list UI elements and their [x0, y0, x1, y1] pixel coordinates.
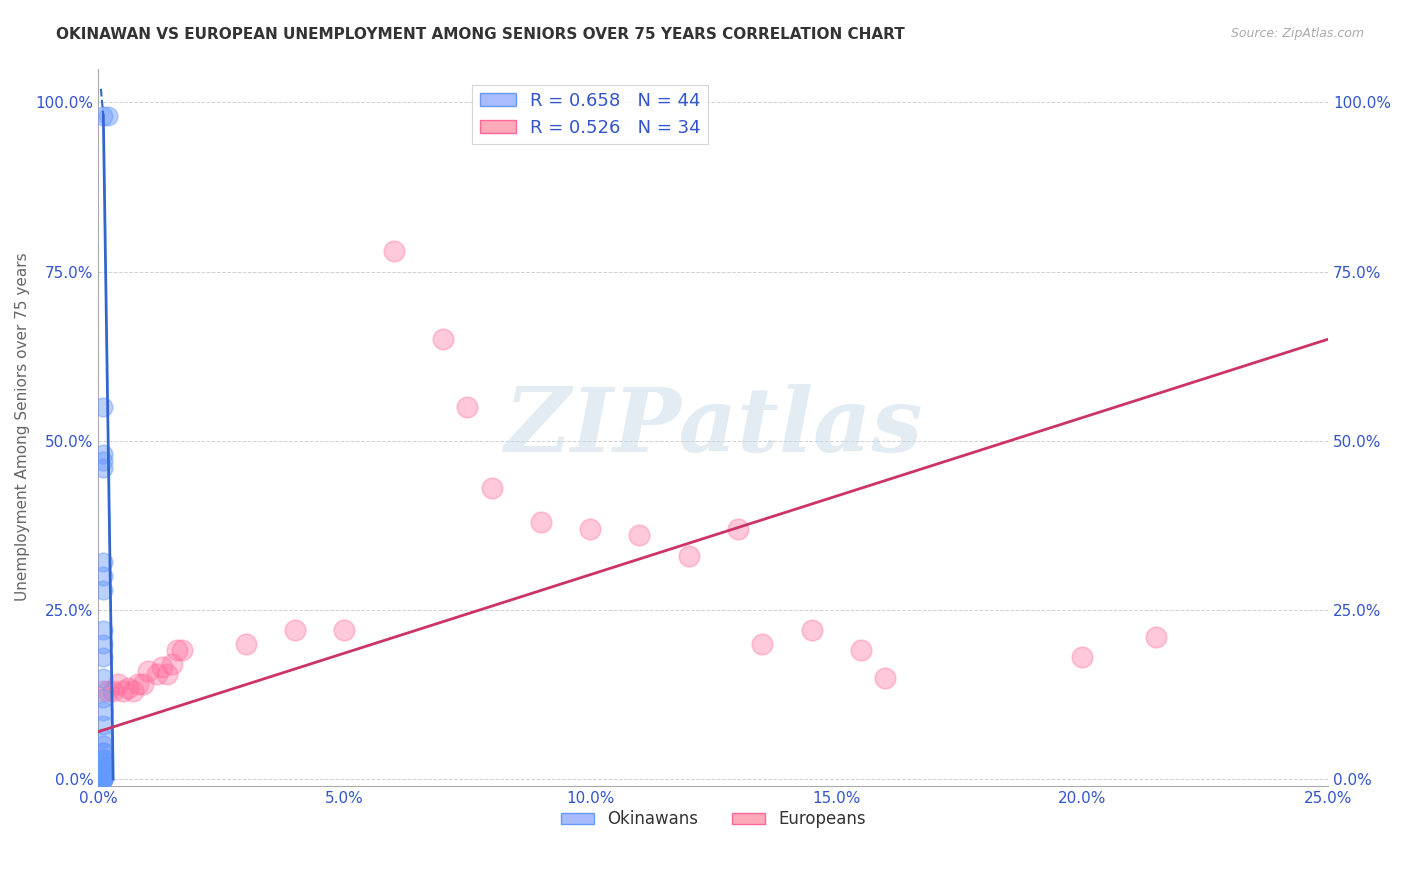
Point [91, 772, 114, 786]
Point [91, 690, 114, 705]
Point [111, 684, 134, 698]
Point [91, 569, 114, 583]
Point [91, 771, 114, 785]
Point [91, 762, 114, 776]
Point [91, 447, 114, 461]
Point [432, 332, 454, 346]
Point [91, 400, 114, 414]
Point [91, 745, 114, 759]
Point [156, 667, 179, 681]
Point [121, 684, 143, 698]
Point [91, 752, 114, 766]
Point [456, 400, 478, 414]
Point [91, 718, 114, 732]
Point [579, 522, 602, 536]
Point [91, 556, 114, 570]
Point [727, 522, 749, 536]
Point [91, 637, 114, 651]
Point [107, 677, 129, 691]
Point [91, 704, 114, 718]
Point [628, 528, 651, 542]
Point [170, 643, 193, 657]
Point [91, 623, 114, 637]
Point [91, 650, 114, 665]
Point [146, 667, 169, 681]
Y-axis label: Unemployment Among Seniors over 75 years: Unemployment Among Seniors over 75 years [15, 252, 30, 601]
Point [91, 731, 114, 746]
Point [678, 549, 700, 563]
Point [136, 664, 159, 678]
Point [91, 460, 114, 475]
Point [91, 738, 114, 752]
Point [875, 671, 897, 685]
Point [481, 481, 503, 495]
Point [91, 769, 114, 783]
Point [1144, 630, 1167, 644]
Point [91, 772, 114, 786]
Point [530, 515, 553, 529]
Point [91, 766, 114, 780]
Point [91, 772, 114, 786]
Point [91, 765, 114, 780]
Point [91, 755, 114, 769]
Point [91, 770, 114, 784]
Point [91, 684, 114, 698]
Point [91, 767, 114, 781]
Point [235, 637, 257, 651]
Point [284, 623, 307, 637]
Point [91, 772, 114, 786]
Point [91, 671, 114, 685]
Point [91, 764, 114, 778]
Point [849, 643, 872, 657]
Point [91, 769, 114, 783]
Point [166, 643, 188, 657]
Point [91, 772, 114, 786]
Text: OKINAWAN VS EUROPEAN UNEMPLOYMENT AMONG SENIORS OVER 75 YEARS CORRELATION CHART: OKINAWAN VS EUROPEAN UNEMPLOYMENT AMONG … [56, 27, 905, 42]
Point [91, 760, 114, 774]
Point [101, 684, 124, 698]
Point [91, 770, 114, 784]
Text: Source: ZipAtlas.com: Source: ZipAtlas.com [1230, 27, 1364, 40]
Point [382, 244, 405, 259]
Point [127, 677, 149, 691]
Point [91, 768, 114, 782]
Point [91, 752, 114, 766]
Point [91, 454, 114, 468]
Point [91, 109, 114, 123]
Point [160, 657, 183, 671]
Point [751, 637, 773, 651]
Point [91, 772, 114, 786]
Legend: Okinawans, Europeans: Okinawans, Europeans [554, 804, 873, 835]
Point [333, 623, 356, 637]
Point [800, 623, 823, 637]
Point [117, 681, 139, 695]
Point [91, 745, 114, 759]
Text: ZIPatlas: ZIPatlas [505, 384, 922, 470]
Point [91, 582, 114, 597]
Point [1071, 650, 1094, 665]
Point [131, 677, 153, 691]
Point [97, 684, 120, 698]
Point [91, 758, 114, 772]
Point [91, 771, 114, 785]
Point [97, 109, 120, 123]
Point [91, 772, 114, 786]
Point [150, 660, 173, 674]
